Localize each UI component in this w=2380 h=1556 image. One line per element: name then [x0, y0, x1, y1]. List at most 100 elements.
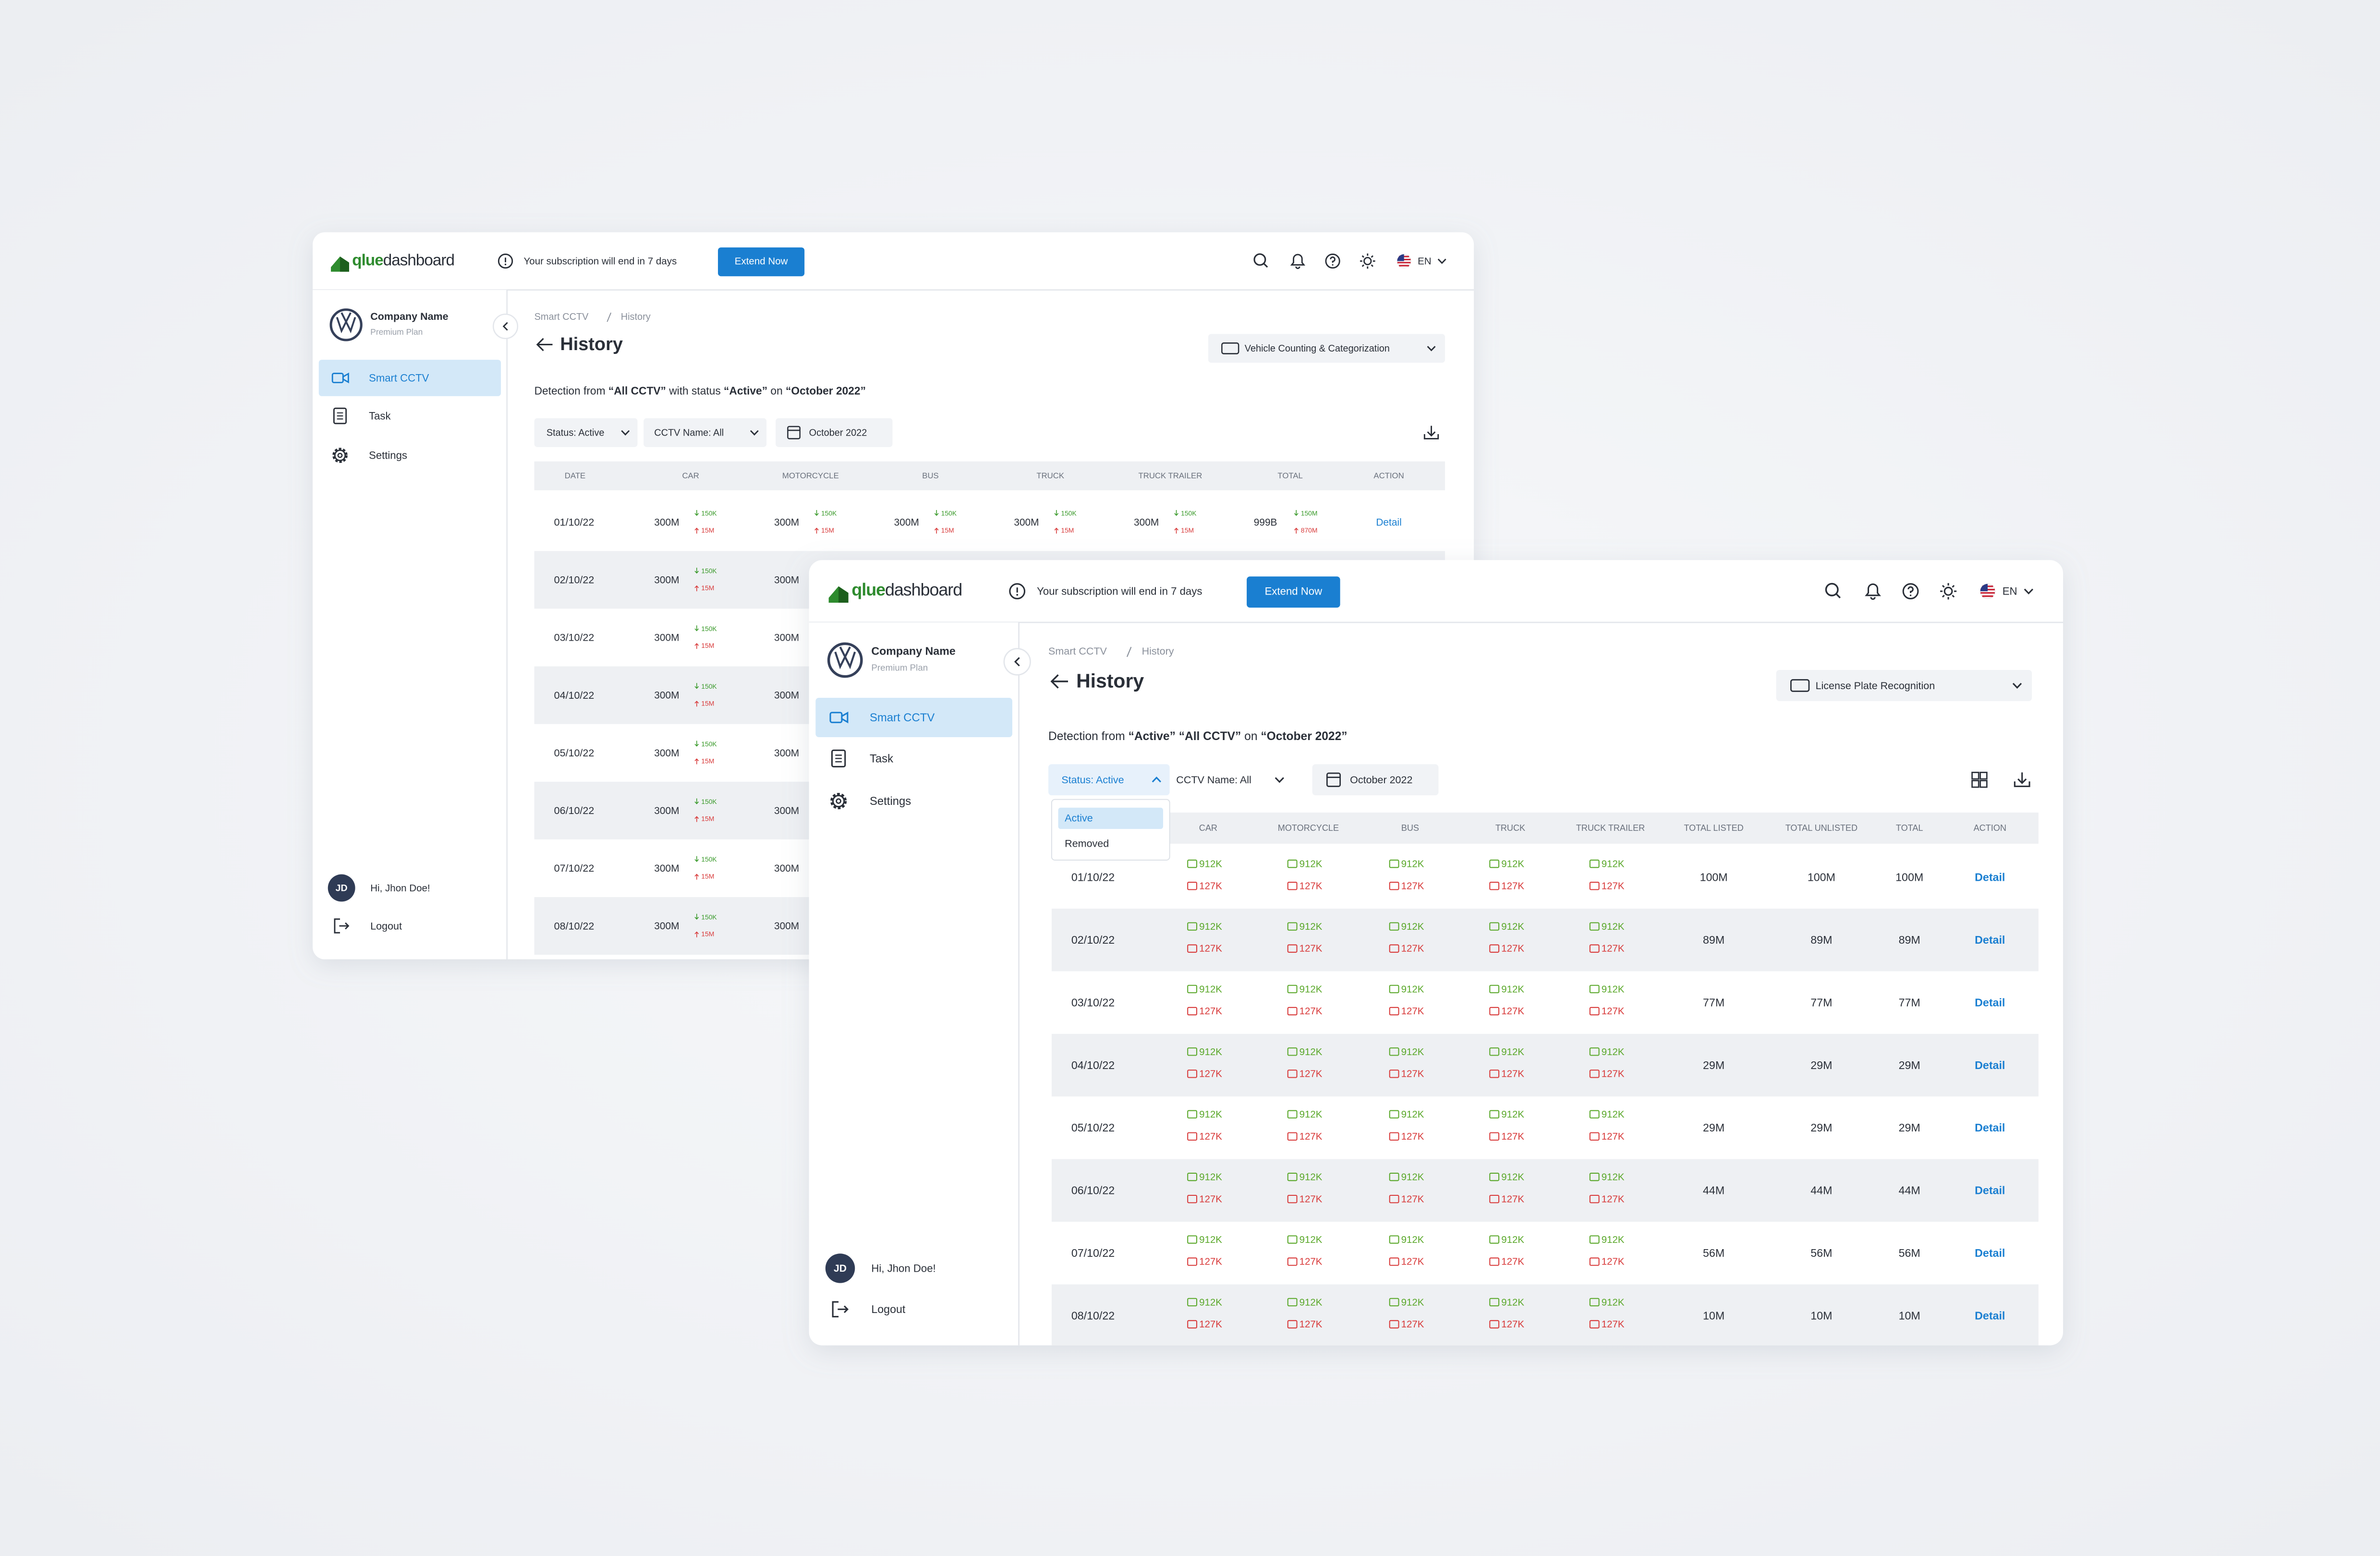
collapse-button[interactable] [492, 313, 519, 340]
unlisted-count: 127K [1401, 943, 1424, 954]
detail-link[interactable]: Detail [1975, 996, 2005, 1009]
extend-button[interactable] [718, 247, 805, 277]
grid-view-icon[interactable] [1971, 780, 1979, 788]
row-date: 03/10/22 [554, 632, 595, 644]
language-selector[interactable]: EN [1418, 256, 1432, 267]
search-icon-handle [1263, 263, 1268, 268]
sidebar [809, 622, 1019, 1346]
theme-icon[interactable] [1363, 256, 1372, 266]
listed-count: 912K [1602, 921, 1625, 932]
column-header: TRUCK TRAILER [1139, 471, 1202, 480]
back-arrow[interactable] [536, 338, 553, 352]
language-selector[interactable]: EN [2003, 585, 2017, 597]
up-arrow [1174, 527, 1178, 534]
listed-icon [1187, 985, 1197, 994]
logout-icon [832, 1301, 849, 1318]
nav-item[interactable]: Task [870, 752, 893, 765]
unlisted-icon [1287, 1070, 1298, 1078]
task-icon [333, 407, 347, 425]
unlisted-icon [1489, 1195, 1500, 1203]
nav-item[interactable]: Smart CCTV [870, 711, 935, 724]
listed-count: 912K [1199, 984, 1222, 995]
up-arrow [1054, 527, 1059, 534]
unlisted-icon [1489, 882, 1500, 890]
cell-value: 999B [1254, 517, 1277, 528]
breadcrumb-item[interactable]: Smart CCTV [534, 312, 589, 322]
detail-link[interactable]: Detail [1975, 934, 2005, 946]
date-filter[interactable] [1312, 764, 1439, 796]
logout-link[interactable]: Logout [370, 920, 402, 932]
sun-ray [1371, 264, 1373, 267]
date-filter[interactable] [776, 418, 893, 447]
status-filter[interactable] [1048, 764, 1170, 796]
download-icon[interactable] [1423, 425, 1439, 439]
status-filter[interactable] [534, 418, 638, 447]
settings-icon [332, 448, 348, 463]
help-icon[interactable] [1902, 583, 1919, 600]
detail-link[interactable]: Detail [1376, 517, 1401, 528]
row-date: 04/10/22 [1071, 1059, 1115, 1071]
listed-count: 912K [1199, 1046, 1222, 1058]
cctv-filter[interactable] [1174, 764, 1303, 796]
listed-icon [1287, 859, 1298, 868]
unlisted-count: 127K [1602, 1256, 1625, 1267]
nav-active-bg [318, 360, 501, 396]
unlisted-count: 127K [1602, 1193, 1625, 1204]
grid-view-icon[interactable] [1971, 771, 1979, 780]
listed-icon [1187, 1235, 1197, 1244]
nav-item[interactable]: Task [369, 410, 391, 422]
unlisted-icon [1589, 1195, 1600, 1203]
nav-item[interactable]: Settings [870, 795, 911, 808]
help-icon[interactable] [1325, 253, 1340, 269]
collapse-button[interactable] [1003, 648, 1031, 676]
brand-name-suffix: dashboard [885, 581, 962, 600]
grid-view-icon[interactable] [1979, 771, 1988, 780]
download-icon[interactable] [2014, 772, 2030, 787]
cctv-filter[interactable] [644, 418, 767, 447]
dropdown-option[interactable]: Removed [1065, 838, 1109, 850]
detail-link[interactable]: Detail [1975, 1121, 2005, 1134]
detection-part: on [767, 384, 786, 397]
cell-increase: 15M [701, 584, 714, 592]
grid-view-icon[interactable] [1979, 780, 1988, 788]
unlisted-count: 127K [1299, 880, 1323, 891]
feature-selector[interactable] [1776, 669, 2032, 701]
detail-link[interactable]: Detail [1975, 1247, 2005, 1259]
down-arrow [1174, 510, 1178, 516]
listed-count: 912K [1299, 859, 1323, 870]
listed-count: 912K [1299, 1046, 1323, 1058]
detection-part: “October 2022” [786, 384, 866, 397]
listed-count: 912K [1299, 1172, 1323, 1183]
notification-icon[interactable] [1290, 254, 1306, 266]
search-icon[interactable] [1253, 253, 1266, 266]
theme-icon[interactable] [1943, 586, 1953, 596]
cell-value: 300M [654, 517, 679, 528]
unlisted-icon [1389, 1195, 1399, 1203]
extend-button[interactable] [1247, 576, 1340, 608]
row-date: 08/10/22 [1071, 1309, 1115, 1322]
feature-selector[interactable] [1208, 334, 1445, 363]
settings-icon-hub [337, 452, 343, 458]
detail-link[interactable]: Detail [1975, 871, 2005, 884]
listed-icon [1187, 859, 1197, 868]
notification-icon[interactable] [1865, 583, 1881, 596]
logout-link[interactable]: Logout [871, 1303, 906, 1315]
detail-link[interactable]: Detail [1975, 1309, 2005, 1322]
back-arrow[interactable] [1050, 674, 1069, 689]
dropdown-option[interactable]: Active [1065, 813, 1093, 824]
detail-link[interactable]: Detail [1975, 1059, 2005, 1071]
listed-icon [1589, 1172, 1600, 1181]
up-arrow [694, 816, 699, 822]
unlisted-icon [1489, 1070, 1500, 1078]
detail-link[interactable]: Detail [1975, 1184, 2005, 1197]
table-header [534, 461, 1445, 490]
down-arrow [694, 856, 699, 862]
sidebar [313, 290, 507, 960]
cell-value: 300M [654, 863, 679, 874]
cell-value: 300M [894, 517, 919, 528]
nav-item[interactable]: Smart CCTV [369, 372, 429, 384]
breadcrumb-item[interactable]: Smart CCTV [1048, 645, 1107, 657]
unlisted-count: 127K [1501, 1131, 1524, 1142]
nav-item[interactable]: Settings [369, 450, 407, 462]
search-icon[interactable] [1825, 583, 1839, 596]
